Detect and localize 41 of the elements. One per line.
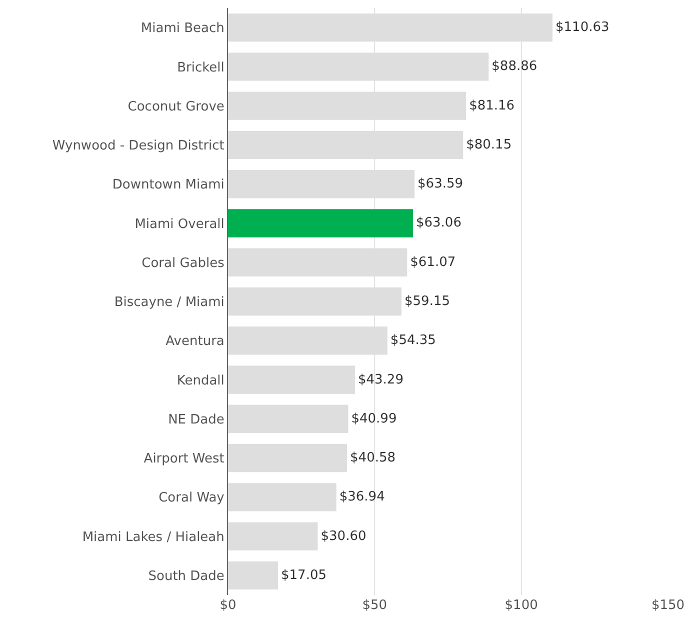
y-tick-label: Airport West: [144, 452, 224, 467]
bar: [228, 404, 348, 433]
y-tick-label: Downtown Miami: [112, 178, 224, 193]
y-tick-label: Coral Way: [158, 490, 225, 506]
bar: [228, 444, 348, 472]
y-tick-label: Miami Overall: [134, 216, 224, 232]
y-tick-label: Biscayne / Miami: [114, 295, 224, 310]
bar: [228, 522, 318, 550]
data-label: $63.59: [418, 176, 464, 192]
data-label: $40.99: [351, 411, 397, 426]
x-tick-label: $0: [220, 598, 236, 613]
data-label: $61.07: [410, 254, 456, 270]
y-tick-label: Miami Beach: [140, 21, 224, 36]
bar: [228, 561, 278, 590]
y-tick-label: Wynwood - Design District: [52, 138, 224, 154]
data-label: $30.60: [320, 528, 366, 544]
y-tick-label: Miami Lakes / Hialeah: [82, 530, 224, 545]
data-label: $81.16: [469, 98, 515, 114]
data-label: $80.15: [466, 137, 512, 152]
bar: [228, 366, 355, 394]
data-label: $54.35: [390, 333, 436, 348]
data-label: $59.15: [404, 294, 450, 309]
x-tick-label: $150: [651, 598, 685, 613]
bar: [228, 483, 336, 512]
y-tick-label: Brickell: [177, 60, 224, 76]
data-label: $40.58: [350, 450, 396, 466]
bar: [228, 209, 413, 238]
data-label: $63.06: [416, 216, 462, 231]
y-tick-label: NE Dade: [168, 412, 224, 428]
y-tick-label: Coconut Grove: [128, 99, 224, 114]
y-tick-label: South Dade: [148, 568, 224, 584]
data-label: $43.29: [358, 372, 404, 388]
y-tick-label: Aventura: [166, 334, 224, 350]
data-label: $17.05: [281, 568, 327, 583]
y-tick-label: Coral Gables: [142, 256, 225, 271]
data-label: $36.94: [339, 490, 385, 505]
y-tick-label: Kendall: [176, 373, 224, 388]
x-tick-label: $50: [362, 598, 388, 613]
x-tick-label: $100: [504, 598, 538, 613]
data-label: $88.86: [492, 59, 538, 74]
data-label: $110.63: [556, 20, 610, 36]
